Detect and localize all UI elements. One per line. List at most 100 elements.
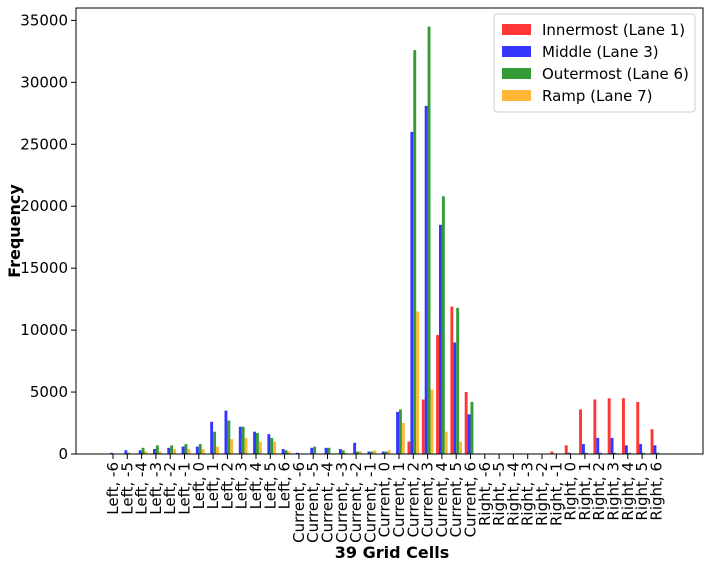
bar-series-3-cell-25 <box>456 307 460 454</box>
bar-series-3-cell-20 <box>384 451 388 454</box>
x-tick-label: Left, 2 <box>218 462 236 509</box>
bar-series-3-cell-24 <box>441 196 445 454</box>
legend-label: Ramp (Lane 7) <box>542 87 653 105</box>
bar-series-2-cell-3 <box>138 450 142 454</box>
bar-series-2-cell-6 <box>181 446 185 454</box>
bar-series-3-cell-34 <box>584 452 588 454</box>
bar-series-4-cell-19 <box>373 450 377 454</box>
x-tick-label: Right, 0 <box>562 462 580 521</box>
bar-series-2-cell-1 <box>110 452 113 454</box>
x-tick-label: Current, -5 <box>304 462 322 543</box>
x-tick-label: Current, -2 <box>347 462 365 543</box>
bar-series-2-cell-39 <box>653 445 657 454</box>
bar-series-3-cell-23 <box>427 26 431 455</box>
bar-series-1-cell-36 <box>607 398 611 454</box>
bar-series-2-cell-24 <box>439 224 442 454</box>
bar-series-2-cell-35 <box>596 437 600 454</box>
x-tick-label: Left, -5 <box>118 462 136 515</box>
bar-series-3-cell-5 <box>170 445 174 454</box>
x-tick-label: Right, -4 <box>504 462 522 526</box>
legend-swatch <box>502 90 531 101</box>
bar-series-2-cell-14 <box>296 452 299 454</box>
x-tick-label: Current, 1 <box>390 462 408 537</box>
x-tick-label: Right, 4 <box>619 462 637 521</box>
bar-series-4-cell-6 <box>187 449 191 454</box>
x-tick-label: Right, -5 <box>490 462 508 526</box>
y-tick-label: 0 <box>58 445 68 463</box>
bar-series-1-cell-23 <box>421 399 425 454</box>
bar-series-2-cell-19 <box>367 451 371 454</box>
bar-series-2-cell-7 <box>195 446 199 454</box>
bar-series-2-cell-34 <box>582 444 585 454</box>
legend-swatch <box>502 46 531 57</box>
bar-series-3-cell-26 <box>470 401 474 454</box>
x-tick-label: Right, -1 <box>547 462 565 526</box>
bar-series-3-cell-37 <box>627 452 631 454</box>
x-tick-label: Current, 4 <box>433 462 451 537</box>
x-tick-label: Right, -6 <box>476 462 494 526</box>
bar-series-3-cell-39 <box>656 452 660 454</box>
bar-series-4-cell-24 <box>444 431 448 454</box>
plot-frame <box>75 7 704 455</box>
bar-series-2-cell-20 <box>381 451 385 454</box>
bar-series-3-cell-36 <box>613 452 617 454</box>
x-tick-label: Left, 4 <box>247 462 265 509</box>
bar-series-3-cell-12 <box>270 437 274 454</box>
bar-series-4-cell-8 <box>216 446 219 454</box>
x-tick-label: Right, 6 <box>647 462 665 521</box>
bar-series-3-cell-13 <box>284 450 288 454</box>
bar-series-1-cell-37 <box>622 398 625 454</box>
bar-series-2-cell-5 <box>167 447 171 454</box>
y-tick-label: 30000 <box>20 73 68 91</box>
bar-series-4-cell-12 <box>273 441 277 454</box>
legend-swatch <box>502 68 531 79</box>
bar-series-2-cell-8 <box>210 421 214 454</box>
bar-series-2-cell-9 <box>224 410 228 454</box>
bar-series-4-cell-18 <box>359 451 362 454</box>
bar-series-2-cell-38 <box>639 444 643 454</box>
bar-series-3-cell-11 <box>256 432 259 454</box>
bar-series-4-cell-9 <box>230 439 234 454</box>
x-tick-label: Left, -1 <box>176 462 194 515</box>
bar-series-3-cell-6 <box>184 444 188 454</box>
x-tick-label: Left, -4 <box>133 462 151 515</box>
legend-label: Outermost (Lane 6) <box>542 65 689 83</box>
x-tick-label: Current, -4 <box>319 462 337 543</box>
bars-layer <box>110 26 660 455</box>
bar-series-4-cell-5 <box>173 449 176 454</box>
x-tick-label: Current, -6 <box>290 462 308 543</box>
x-tick-label: Left, -3 <box>147 462 165 515</box>
bar-series-2-cell-17 <box>338 449 342 454</box>
bar-series-2-cell-21 <box>396 411 399 454</box>
bar-series-4-cell-3 <box>144 451 148 454</box>
bar-series-2-cell-33 <box>567 452 571 454</box>
bar-series-4-cell-23 <box>430 389 434 454</box>
bar-series-2-cell-22 <box>410 131 414 454</box>
bar-series-2-cell-18 <box>353 442 357 454</box>
x-tick-label: Right, 2 <box>590 462 608 521</box>
bar-series-4-cell-20 <box>387 450 391 454</box>
x-tick-label: Right, 5 <box>633 462 651 521</box>
bar-series-4-cell-11 <box>258 441 262 454</box>
bar-series-2-cell-12 <box>267 434 271 454</box>
bar-series-3-cell-15 <box>313 446 317 454</box>
bar-series-4-cell-13 <box>287 451 291 454</box>
x-tick-label: Left, 6 <box>276 462 294 509</box>
legend-box <box>493 13 696 113</box>
y-tick-label: 5000 <box>30 383 68 401</box>
bar-series-1-cell-38 <box>636 401 640 454</box>
bar-series-4-cell-25 <box>459 441 462 454</box>
y-axis-ticks: 0 5000 10000 15000 20000 25000 30000 35000 <box>20 11 76 463</box>
legend-swatch <box>502 24 531 35</box>
bar-series-3-cell-4 <box>155 445 159 454</box>
x-tick-label: Current, -3 <box>333 462 351 543</box>
bar-series-3-cell-8 <box>213 431 216 454</box>
x-tick-label: Left, 0 <box>190 462 208 509</box>
bar-series-2-cell-36 <box>610 437 614 454</box>
x-tick-label: Current, 2 <box>404 462 422 537</box>
bar-series-3-cell-21 <box>399 409 402 454</box>
bar-series-3-cell-16 <box>327 447 331 454</box>
y-axis-title: Frequency <box>5 184 24 278</box>
x-tick-label: Left, 1 <box>204 462 222 509</box>
